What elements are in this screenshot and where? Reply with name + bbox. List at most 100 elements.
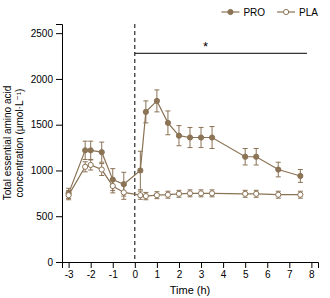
point xyxy=(165,120,170,125)
error-bar xyxy=(243,148,248,164)
chart: -3 -2 -1 0 1 2 3 4 5 6 7 8 0 500 1000 1500 2000 2500 Time … xyxy=(0,0,330,298)
point xyxy=(154,193,159,198)
error-bar xyxy=(298,191,303,198)
reference-line xyxy=(134,24,135,262)
x-axis: -3-2-1012345678 xyxy=(63,262,319,280)
tick-mark xyxy=(91,262,92,268)
tick-label: 2500 xyxy=(31,28,54,39)
point xyxy=(198,135,203,140)
tick-mark xyxy=(113,262,114,268)
point xyxy=(143,109,148,114)
point xyxy=(298,192,303,197)
error-bar xyxy=(188,190,193,197)
line xyxy=(69,165,301,196)
point xyxy=(176,191,181,196)
error-bar xyxy=(188,127,193,147)
error-bar xyxy=(276,191,281,198)
y-axis: 0 500 1000 1500 2000 2500 xyxy=(31,25,63,268)
tick: 4 xyxy=(221,262,227,280)
tick-label: 3 xyxy=(199,269,205,280)
point xyxy=(176,133,181,138)
tick-mark xyxy=(223,262,224,268)
tick-label: 8 xyxy=(309,269,315,280)
legend-item: PLA xyxy=(277,7,318,18)
y-axis-title-line: concentration (μmol·L⁻¹) xyxy=(14,89,25,198)
error-bar xyxy=(88,141,93,159)
error-bar xyxy=(210,127,215,149)
error-bar xyxy=(99,142,104,162)
legend-item: PRO xyxy=(221,7,265,18)
error-bar xyxy=(176,126,181,146)
point xyxy=(83,164,88,169)
tick-mark xyxy=(56,170,62,171)
tick: 3 xyxy=(199,262,205,280)
point xyxy=(243,154,248,159)
error-bar xyxy=(165,111,170,135)
error-bar xyxy=(254,190,259,197)
tick-mark xyxy=(56,33,62,34)
x-axis-title: Time (h) xyxy=(170,284,211,296)
tick-label: 2000 xyxy=(31,74,54,85)
tick: -1 xyxy=(109,262,118,280)
error-bar xyxy=(154,90,159,112)
tick-label: 1500 xyxy=(31,119,54,130)
legend-label: PLA xyxy=(299,7,318,18)
point xyxy=(110,183,115,188)
error-bar xyxy=(138,191,143,199)
point xyxy=(99,167,104,172)
annotation-text: * xyxy=(203,39,208,54)
tick-mark xyxy=(179,262,180,268)
tick: 0 xyxy=(47,257,62,268)
point xyxy=(154,98,159,103)
tick: 5 xyxy=(243,262,249,280)
tick-label: 7 xyxy=(287,269,293,280)
error-bar xyxy=(99,164,104,176)
significance-line xyxy=(135,53,307,54)
tick-mark xyxy=(157,262,158,268)
tick-label: 500 xyxy=(36,211,53,222)
data xyxy=(66,90,303,200)
point xyxy=(138,168,143,173)
tick: 500 xyxy=(36,211,62,222)
tick-label: 5 xyxy=(243,269,249,280)
error-bar xyxy=(154,192,159,199)
tick-label: 0 xyxy=(47,257,53,268)
point xyxy=(143,193,148,198)
point xyxy=(138,193,143,198)
point xyxy=(165,192,170,197)
tick-label: -1 xyxy=(109,269,118,280)
point xyxy=(243,191,248,196)
tick-mark xyxy=(267,262,268,268)
tick: 6 xyxy=(265,262,271,280)
point xyxy=(88,148,93,153)
axis-line xyxy=(63,263,319,269)
tick-label: 1 xyxy=(155,269,161,280)
error-bar xyxy=(276,162,281,177)
point xyxy=(276,192,281,197)
point xyxy=(187,135,192,140)
tick-label: 2 xyxy=(177,269,183,280)
tick: 1000 xyxy=(31,165,62,176)
error-bar xyxy=(243,190,248,197)
tick: -2 xyxy=(87,262,96,280)
tick: 7 xyxy=(287,262,293,280)
line xyxy=(69,101,301,193)
error-bar xyxy=(121,186,126,200)
tick: -3 xyxy=(65,262,74,280)
point xyxy=(99,150,104,155)
point xyxy=(83,148,88,153)
error-bar xyxy=(199,127,204,147)
plot: -3 -2 -1 0 1 2 3 4 5 6 7 8 0 500 1000 1500 2000 2500 Time … xyxy=(2,7,319,297)
tick-mark xyxy=(245,262,246,268)
tick-mark xyxy=(56,216,62,217)
point xyxy=(254,154,259,159)
error-bar xyxy=(121,172,126,196)
point xyxy=(187,191,192,196)
error-bar xyxy=(298,170,303,183)
series xyxy=(66,90,303,198)
point xyxy=(276,167,281,172)
error-bar xyxy=(110,179,115,193)
error-bar xyxy=(176,190,181,197)
point xyxy=(121,190,126,195)
point xyxy=(209,191,214,196)
